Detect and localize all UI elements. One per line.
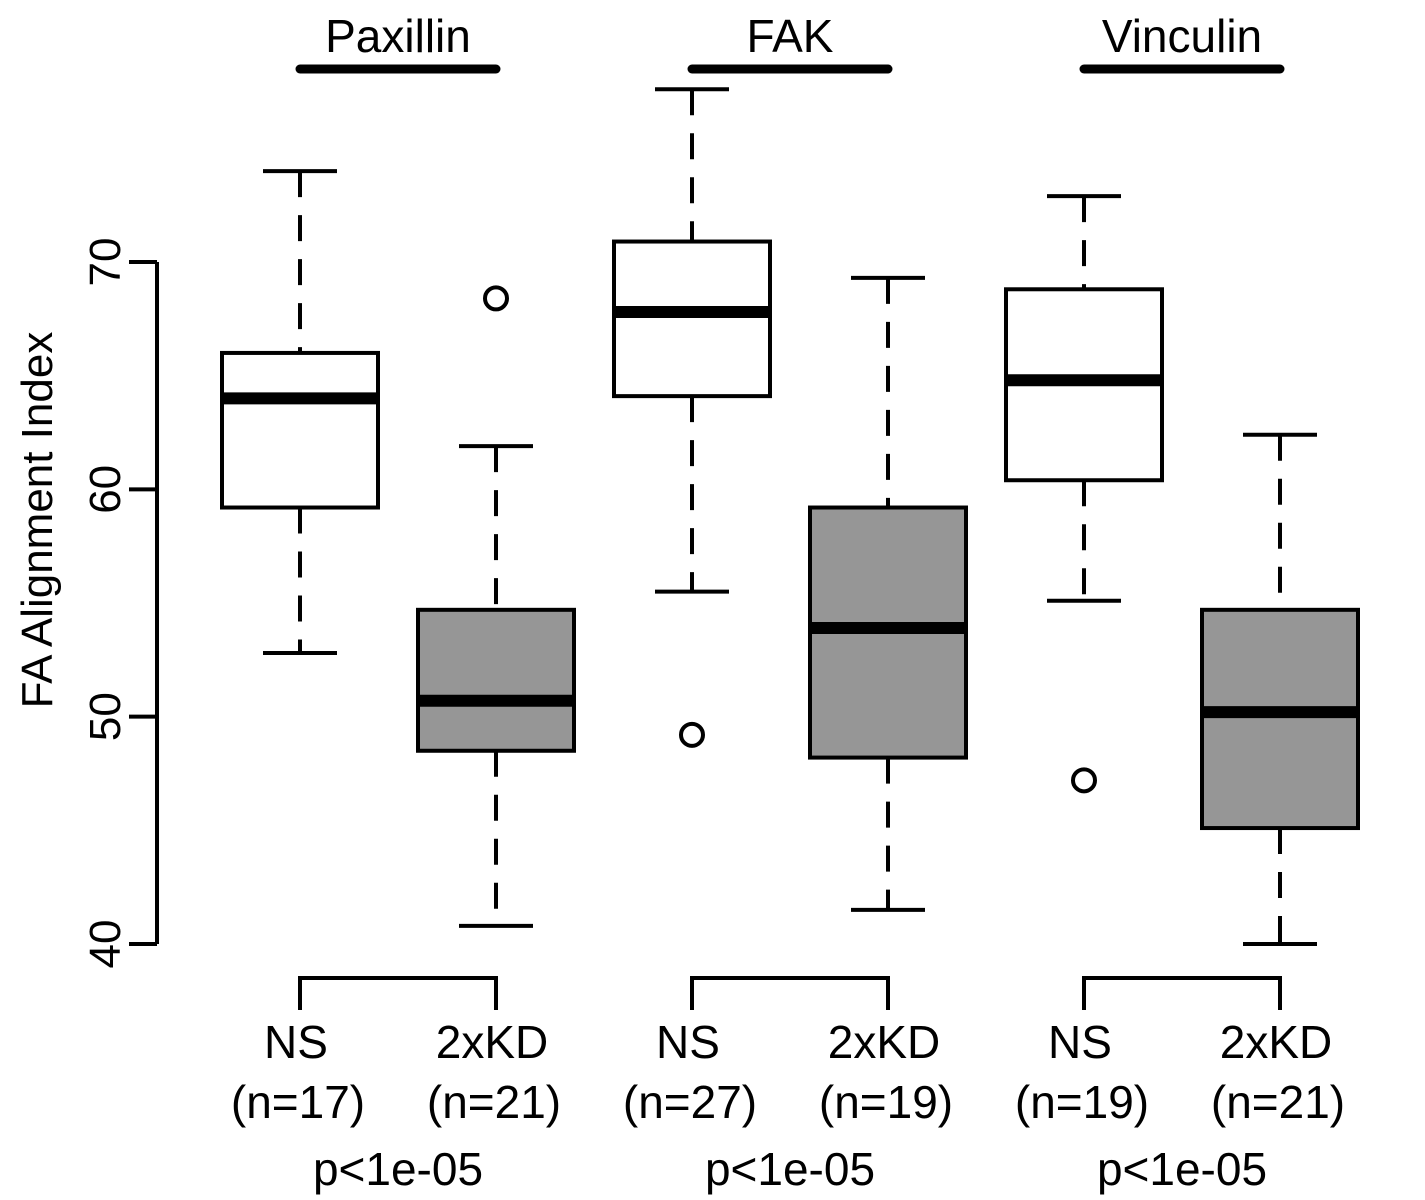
y-axis: 40 50 60 70 <box>81 238 159 969</box>
box-2xkd: 2xKD (n=21) <box>416 285 576 1128</box>
iqr-box <box>220 350 380 510</box>
box-label: NS <box>656 1016 720 1068</box>
group-title: Vinculin <box>1102 10 1262 62</box>
iqr-box <box>1200 607 1360 831</box>
iqr-box <box>416 607 576 753</box>
y-axis-label: FA Alignment Index <box>13 332 62 709</box>
group-bracket <box>1082 976 1282 1010</box>
p-value-label: p<1e-05 <box>705 1143 875 1195</box>
group-title: Paxillin <box>325 10 471 62</box>
sample-size-label: (n=21) <box>427 1076 561 1128</box>
outlier-point <box>483 285 509 312</box>
group-title: FAK <box>747 10 834 62</box>
box-ns: NS (n=19) <box>1004 194 1164 1128</box>
p-value-label: p<1e-05 <box>313 1143 483 1195</box>
group-bracket <box>690 976 890 1010</box>
sample-size-label: (n=17) <box>231 1076 365 1128</box>
sample-size-label: (n=19) <box>819 1076 953 1128</box>
box-label: NS <box>264 1016 328 1068</box>
box-label: 2xKD <box>1220 1016 1332 1068</box>
y-tick-label: 60 <box>81 465 130 514</box>
group-bracket <box>298 976 498 1010</box>
sample-size-label: (n=27) <box>623 1076 757 1128</box>
sample-size-label: (n=19) <box>1015 1076 1149 1128</box>
p-value-label: p<1e-05 <box>1097 1143 1267 1195</box>
y-tick-label: 70 <box>81 238 130 287</box>
box-2xkd: 2xKD (n=19) <box>808 275 968 1128</box>
iqr-box <box>612 239 772 399</box>
box-ns: NS (n=27) <box>612 87 772 1128</box>
box-groups: Paxillin p<1e-05 NS (n=17) 2xKD (n=21) FAK p<1e… <box>220 10 1360 1195</box>
box-group-fak: FAK p<1e-05 NS (n=27) 2xKD (n=19) <box>612 10 968 1195</box>
box-group-paxillin: Paxillin p<1e-05 NS (n=17) 2xKD (n=21) <box>220 10 576 1195</box>
sample-size-label: (n=21) <box>1211 1076 1345 1128</box>
box-ns: NS (n=17) <box>220 169 380 1128</box>
outlier-point <box>1071 767 1097 794</box>
outlier-point <box>679 721 705 748</box>
box-2xkd: 2xKD (n=21) <box>1200 432 1360 1128</box>
y-tick-label: 50 <box>81 692 130 741</box>
box-label: 2xKD <box>436 1016 548 1068</box>
box-label: 2xKD <box>828 1016 940 1068</box>
box-label: NS <box>1048 1016 1112 1068</box>
y-tick-label: 40 <box>81 920 130 969</box>
box-group-vinculin: Vinculin p<1e-05 NS (n=19) 2xKD (n=21) <box>1004 10 1360 1195</box>
